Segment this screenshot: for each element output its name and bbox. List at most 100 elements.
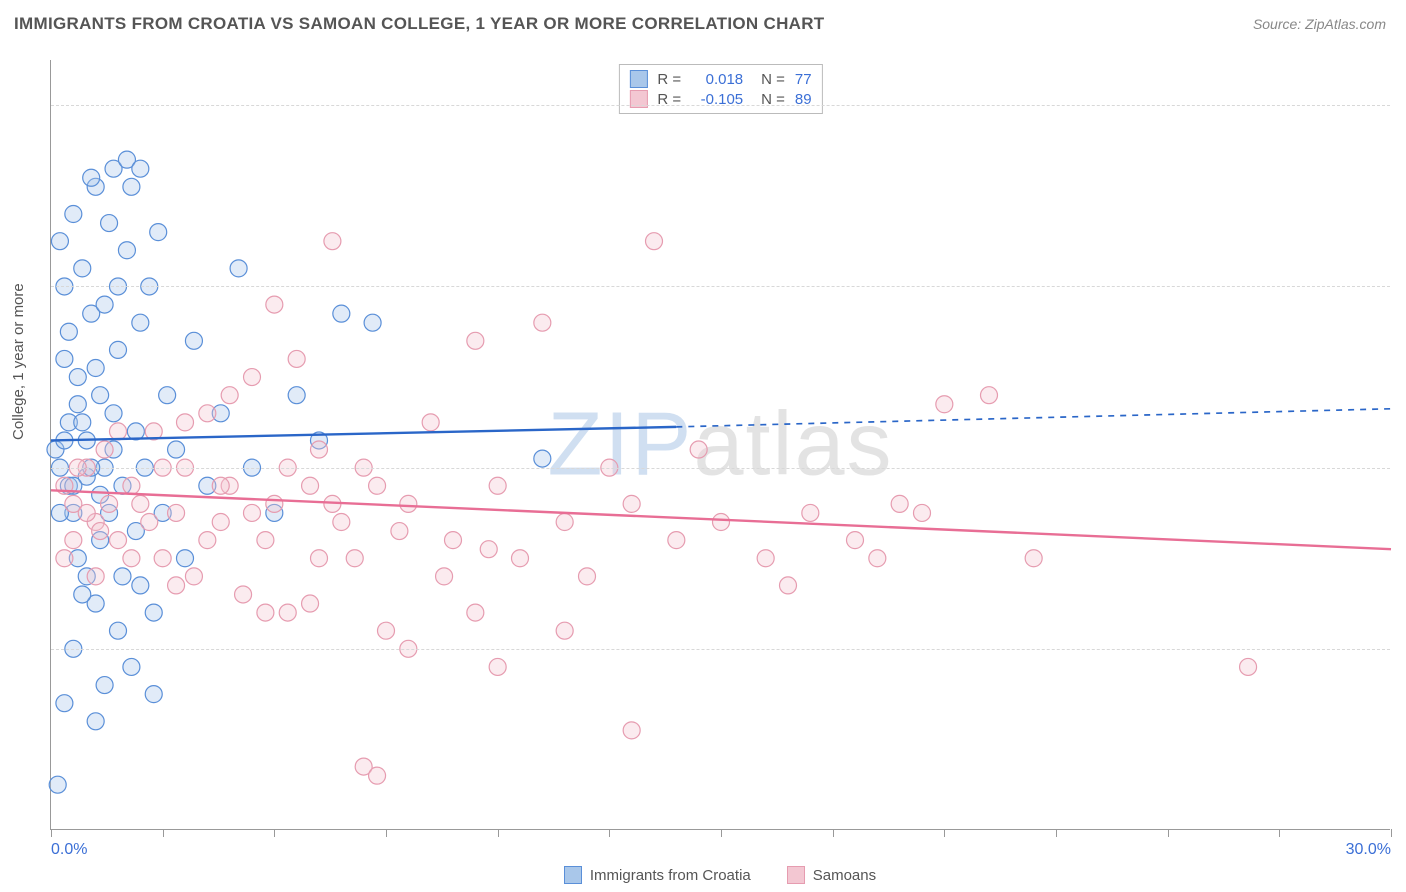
legend-label: Samoans: [813, 867, 876, 884]
scatter-point: [534, 314, 551, 331]
gridline: [51, 286, 1390, 287]
scatter-point: [257, 604, 274, 621]
scatter-point: [422, 414, 439, 431]
x-tick-mark: [944, 829, 945, 837]
scatter-point: [780, 577, 797, 594]
scatter-point: [690, 441, 707, 458]
scatter-point: [96, 441, 113, 458]
legend-item: Immigrants from Croatia: [564, 866, 751, 884]
scatter-point: [244, 504, 261, 521]
scatter-point: [92, 523, 109, 540]
scatter-point: [869, 550, 886, 567]
scatter-point: [145, 686, 162, 703]
scatter-point: [288, 350, 305, 367]
x-tick-mark: [721, 829, 722, 837]
scatter-point: [556, 622, 573, 639]
scatter-point: [150, 224, 167, 241]
scatter-point: [123, 477, 140, 494]
scatter-point: [311, 550, 328, 567]
y-tick-label: 100.0%: [1398, 96, 1406, 114]
legend-swatch: [564, 866, 582, 884]
scatter-point: [110, 341, 127, 358]
scatter-point: [118, 242, 135, 259]
scatter-point: [185, 332, 202, 349]
scatter-point: [132, 495, 149, 512]
scatter-point: [132, 577, 149, 594]
scatter-point: [623, 495, 640, 512]
scatter-point: [69, 396, 86, 413]
scatter-point: [145, 604, 162, 621]
scatter-point: [141, 514, 158, 531]
series-legend: Immigrants from Croatia Samoans: [50, 866, 1390, 884]
scatter-point: [83, 169, 100, 186]
scatter-point: [212, 514, 229, 531]
stats-legend: R =0.018N =77R =-0.105N =89: [618, 64, 822, 114]
scatter-point: [512, 550, 529, 567]
scatter-point: [579, 568, 596, 585]
scatter-point: [757, 550, 774, 567]
scatter-point: [489, 477, 506, 494]
scatter-point: [467, 604, 484, 621]
legend-item: Samoans: [787, 866, 876, 884]
scatter-point: [936, 396, 953, 413]
scatter-point: [378, 622, 395, 639]
stat-N-label: N =: [761, 71, 785, 88]
legend-swatch: [629, 70, 647, 88]
scatter-point: [212, 477, 229, 494]
scatter-point: [96, 677, 113, 694]
scatter-point: [74, 414, 91, 431]
scatter-point: [364, 314, 381, 331]
stat-N-value: 77: [795, 71, 812, 88]
scatter-point: [333, 305, 350, 322]
scatter-point: [49, 776, 66, 793]
scatter-point: [400, 495, 417, 512]
x-tick-mark: [1391, 829, 1392, 837]
scatter-point: [199, 532, 216, 549]
scatter-point: [101, 215, 118, 232]
scatter-point: [60, 323, 77, 340]
x-tick-mark: [163, 829, 164, 837]
scatter-point: [324, 233, 341, 250]
scatter-point: [65, 206, 82, 223]
chart-title: IMMIGRANTS FROM CROATIA VS SAMOAN COLLEG…: [14, 14, 824, 34]
gridline: [51, 105, 1390, 106]
stats-legend-row: R =0.018N =77: [629, 69, 811, 89]
scatter-point: [132, 160, 149, 177]
x-tick-mark: [51, 829, 52, 837]
scatter-point: [230, 260, 247, 277]
scatter-point: [87, 360, 104, 377]
scatter-point: [346, 550, 363, 567]
scatter-point: [279, 604, 296, 621]
scatter-point: [847, 532, 864, 549]
scatter-point: [369, 767, 386, 784]
scatter-point: [110, 423, 127, 440]
scatter-point: [802, 504, 819, 521]
scatter-point: [891, 495, 908, 512]
plot-area: ZIPatlas R =0.018N =77R =-0.105N =89 40.…: [50, 60, 1390, 830]
scatter-point: [159, 387, 176, 404]
scatter-point: [556, 514, 573, 531]
x-tick-mark: [386, 829, 387, 837]
scatter-point: [244, 369, 261, 386]
scatter-point: [78, 504, 95, 521]
scatter-point: [302, 595, 319, 612]
gridline: [51, 468, 1390, 469]
scatter-point: [199, 405, 216, 422]
scatter-point: [114, 568, 131, 585]
scatter-point: [257, 532, 274, 549]
scatter-point: [480, 541, 497, 558]
scatter-point: [56, 350, 73, 367]
x-tick-mark: [498, 829, 499, 837]
scatter-point: [69, 369, 86, 386]
scatter-point: [333, 514, 350, 531]
scatter-point: [92, 387, 109, 404]
source-label: Source: ZipAtlas.com: [1253, 16, 1386, 32]
scatter-point: [221, 387, 238, 404]
scatter-point: [489, 658, 506, 675]
scatter-point: [168, 441, 185, 458]
scatter-point: [288, 387, 305, 404]
scatter-point: [467, 332, 484, 349]
scatter-point: [56, 550, 73, 567]
x-tick-label-right: 30.0%: [1346, 841, 1391, 859]
scatter-point: [623, 722, 640, 739]
